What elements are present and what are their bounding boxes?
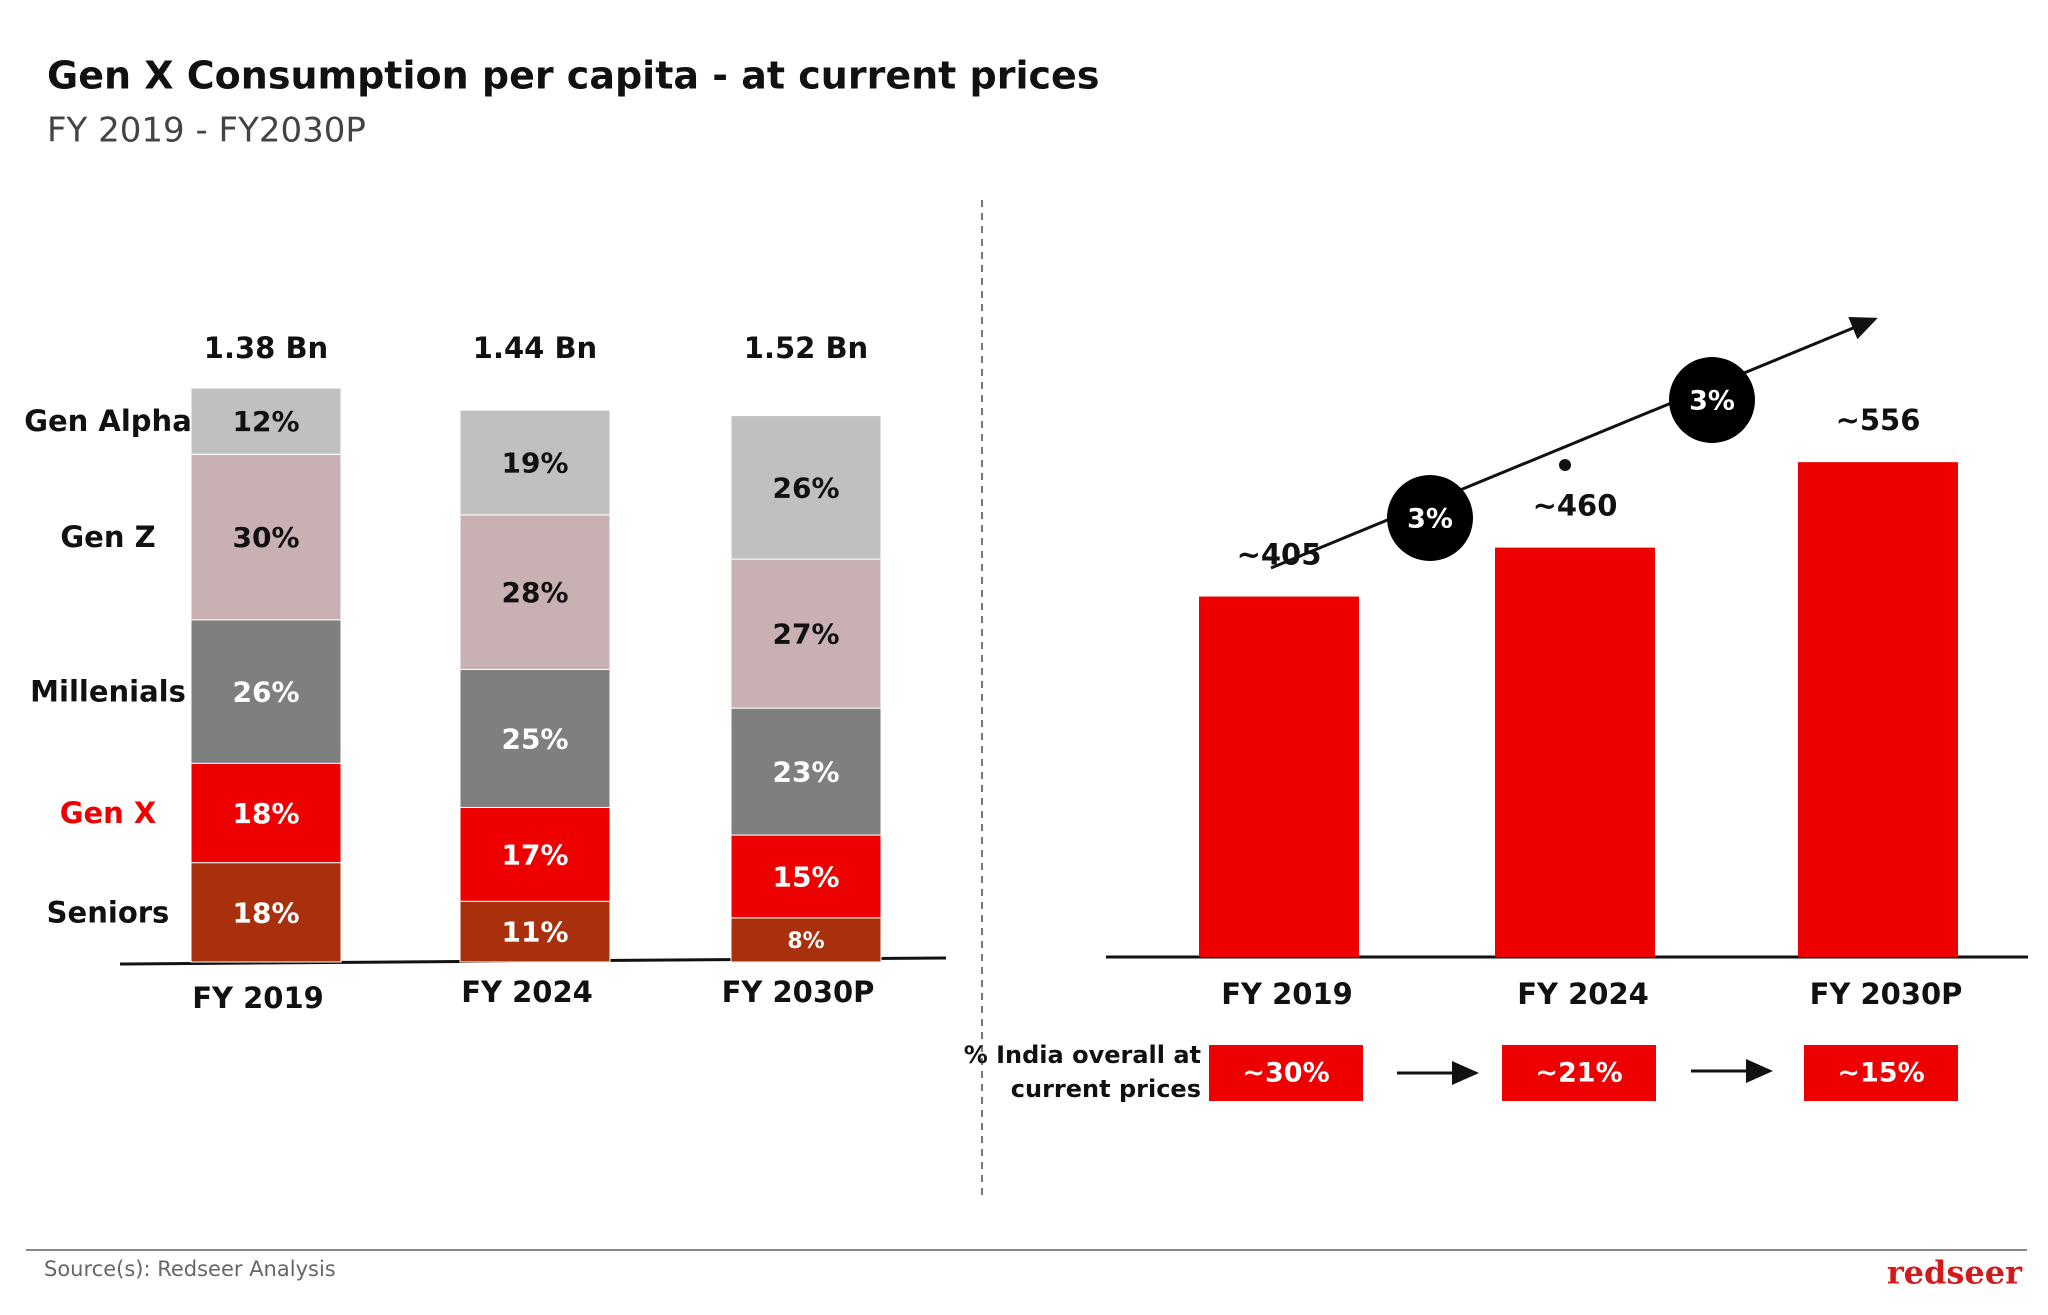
growth-circle xyxy=(1669,357,1755,443)
share-label: current prices xyxy=(1011,1075,1201,1103)
bar-segment xyxy=(730,415,882,560)
legend-label: Gen X xyxy=(60,796,157,830)
value-label: 11% xyxy=(501,916,568,949)
legend-label: Gen Z xyxy=(60,520,155,554)
value-label: ~460 xyxy=(1533,489,1618,523)
growth-label: 3% xyxy=(1407,504,1453,535)
value-label: 26% xyxy=(772,471,839,504)
share-value: ~21% xyxy=(1535,1058,1622,1089)
legend-label: Seniors xyxy=(47,895,170,929)
subtitle: FY 2019 - FY2030P xyxy=(47,111,366,151)
value-label: 18% xyxy=(232,797,299,830)
bar-segment xyxy=(459,409,611,516)
bar-segment xyxy=(190,619,342,764)
source: Source(s): Redseer Analysis xyxy=(44,1257,336,1281)
total-label: 1.52 Bn xyxy=(744,331,868,365)
value-label: 18% xyxy=(232,896,299,929)
value-label: 23% xyxy=(772,756,839,789)
bar-segment xyxy=(459,900,611,963)
x-tick-label: FY 2030P xyxy=(722,975,875,1009)
growth-label: 3% xyxy=(1689,386,1735,417)
share-box xyxy=(1209,1045,1363,1101)
title: Gen X Consumption per capita - at curren… xyxy=(47,54,1099,98)
total-label: 1.38 Bn xyxy=(204,331,328,365)
value-label: 15% xyxy=(772,860,839,893)
bar-segment xyxy=(190,762,342,864)
value-label: 28% xyxy=(501,576,568,609)
bar xyxy=(1798,462,1958,957)
bar-segment xyxy=(730,558,882,709)
bar-segment xyxy=(459,806,611,902)
x-tick-label: FY 2019 xyxy=(1221,977,1353,1011)
value-label: 19% xyxy=(501,447,568,480)
value-label: 17% xyxy=(501,838,568,871)
trend-dot xyxy=(1559,459,1571,471)
x-tick-label: FY 2024 xyxy=(461,975,593,1009)
x-tick-label: FY 2024 xyxy=(1517,977,1649,1011)
x-tick-label: FY 2019 xyxy=(192,981,324,1015)
total-label: 1.44 Bn xyxy=(473,331,597,365)
share-box xyxy=(1804,1045,1958,1101)
share-label: % India overall at xyxy=(964,1041,1201,1069)
share-box xyxy=(1502,1045,1656,1101)
bar xyxy=(1199,596,1359,957)
bar-segment xyxy=(730,834,882,919)
value-label: 30% xyxy=(232,521,299,554)
value-label: 25% xyxy=(501,722,568,755)
bar-segment xyxy=(190,862,342,963)
growth-circle xyxy=(1387,475,1473,561)
trend-arrow xyxy=(1270,317,1878,570)
share-value: ~15% xyxy=(1837,1058,1924,1089)
bar-segment xyxy=(730,917,882,963)
value-label: 26% xyxy=(232,676,299,709)
logo: redseer xyxy=(1887,1254,2023,1292)
value-label: 12% xyxy=(232,405,299,438)
value-label: ~405 xyxy=(1237,538,1322,572)
bar-segment xyxy=(190,387,342,455)
legend-label: Millenials xyxy=(30,675,186,709)
x-tick-label: FY 2030P xyxy=(1810,977,1963,1011)
value-label: 27% xyxy=(772,618,839,651)
legend-label: Gen Alpha xyxy=(24,404,192,438)
bar-segment xyxy=(730,707,882,836)
bar-segment xyxy=(459,514,611,670)
value-label: 8% xyxy=(787,929,824,954)
share-value: ~30% xyxy=(1242,1058,1329,1089)
value-label: ~556 xyxy=(1836,403,1921,437)
bar xyxy=(1495,547,1655,957)
bar-segment xyxy=(190,453,342,621)
